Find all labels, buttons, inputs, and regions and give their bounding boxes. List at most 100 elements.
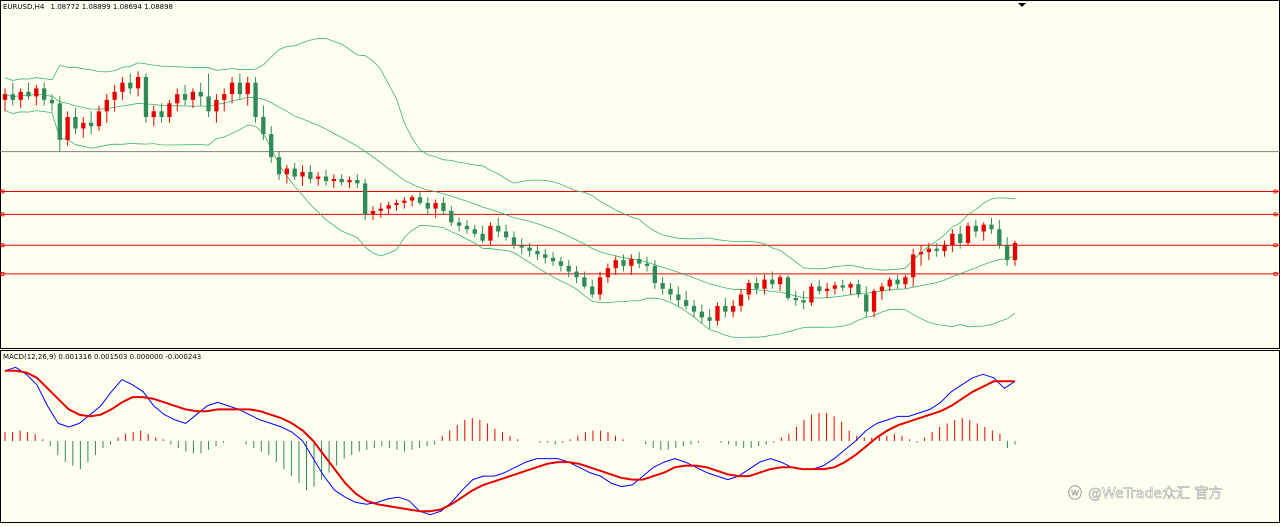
lower-band-line: [4, 110, 1016, 339]
candle-body-67: [527, 247, 532, 251]
candle-body-16: [128, 82, 133, 89]
candle-body-84: [660, 283, 665, 289]
candle-body-101: [793, 297, 798, 301]
candle-body-64: [503, 231, 509, 238]
macd-histogram: [4, 412, 1016, 491]
level-handle-3: [0, 271, 5, 276]
candle-body-27: [214, 99, 219, 112]
middle-band-line: [4, 93, 1016, 299]
candle-body-3: [26, 91, 31, 97]
candle-body-55: [433, 202, 438, 209]
macd-lines: [4, 366, 1016, 516]
candle-body-19: [151, 111, 156, 118]
candle-body-60: [472, 229, 477, 234]
candle-body-88: [691, 305, 697, 312]
candle-body-112: [879, 286, 885, 292]
candle-body-4: [34, 88, 39, 97]
candle-body-33: [261, 117, 266, 135]
candle-body-5: [41, 88, 47, 100]
candle-body-57: [449, 210, 454, 223]
candle-body-20: [159, 111, 164, 118]
horizontal-levels: [0, 151, 1280, 276]
level-handle-right-1: [1273, 212, 1278, 217]
candle-body-32: [253, 82, 258, 118]
candle-body-51: [402, 200, 407, 203]
candle-body-15: [120, 82, 125, 92]
candle-body-108: [848, 284, 853, 288]
candle-body-129: [1012, 242, 1018, 261]
level-handle-right-3: [1273, 271, 1278, 276]
candle-body-35: [276, 157, 282, 175]
candle-body-76: [597, 277, 603, 295]
candle-body-99: [777, 277, 783, 285]
candle-body-10: [81, 122, 86, 129]
candle-body-125: [981, 224, 986, 232]
candle-body-50: [394, 202, 399, 206]
candle-body-17: [135, 76, 141, 89]
chart-header: EURUSD,H4 1.08772 1.08899 1.08694 1.0889…: [3, 3, 173, 11]
candle-body-71: [558, 261, 564, 266]
candle-body-104: [817, 286, 822, 292]
candle-body-79: [621, 260, 626, 266]
candle-body-30: [237, 82, 243, 95]
candle-body-41: [323, 176, 329, 182]
candle-body-91: [715, 305, 720, 321]
candle-body-97: [762, 279, 767, 289]
candle-body-13: [104, 99, 109, 112]
candle-body-111: [871, 291, 877, 312]
candle-body-48: [378, 208, 383, 211]
macd-main-line: [4, 366, 1016, 516]
candle-body-73: [574, 271, 579, 278]
candle-body-66: [519, 245, 524, 248]
chart-shift-icon[interactable]: [1018, 3, 1026, 7]
watermark-text: @WeTrade众汇 官方: [1088, 486, 1222, 502]
candle-body-52: [409, 197, 415, 201]
candle-body-72: [566, 265, 571, 272]
candle-body-85: [668, 288, 673, 295]
candle-body-58: [456, 222, 462, 226]
level-handle-right-2: [1273, 243, 1278, 248]
candle-body-11: [88, 122, 94, 127]
candle-body-82: [644, 263, 650, 266]
candle-body-115: [903, 277, 908, 285]
candle-body-114: [895, 279, 900, 285]
candle-body-116: [911, 254, 916, 278]
candle-body-61: [480, 233, 485, 241]
candle-body-70: [550, 257, 556, 262]
candle-body-127: [997, 229, 1002, 246]
level-handle-0: [0, 189, 5, 194]
candle-body-43: [339, 178, 344, 183]
level-handle-1: [0, 212, 5, 217]
candle-body-94: [738, 294, 744, 306]
candle-body-63: [496, 225, 501, 232]
candle-body-56: [441, 202, 446, 211]
candle-body-37: [292, 168, 297, 177]
candle-body-9: [73, 117, 78, 129]
candle-body-98: [770, 279, 775, 285]
candle-body-38: [300, 171, 305, 177]
candle-body-96: [754, 283, 759, 289]
candle-body-100: [785, 277, 791, 298]
candle-body-7: [57, 103, 62, 140]
candle-body-80: [629, 258, 634, 266]
macd-signal-line: [5, 369, 1015, 513]
candle-body-45: [355, 180, 360, 184]
candle-body-18: [143, 76, 149, 118]
candle-body-78: [613, 260, 618, 269]
candle-body-40: [316, 176, 321, 179]
candle-body-105: [824, 288, 830, 292]
candle-body-75: [590, 286, 595, 295]
candle-body-46: [363, 183, 368, 215]
candle-body-12: [96, 111, 102, 127]
candle-body-26: [206, 96, 211, 112]
candle-body-86: [676, 294, 681, 301]
level-handle-2: [0, 243, 5, 248]
candle-body-36: [284, 168, 290, 175]
candle-body-25: [198, 91, 203, 97]
candle-body-2: [18, 91, 23, 100]
ohlc-readout: 1.08772 1.08899 1.08694 1.08898: [51, 3, 173, 11]
candle-body-89: [699, 311, 704, 318]
candle-body-118: [926, 248, 932, 253]
